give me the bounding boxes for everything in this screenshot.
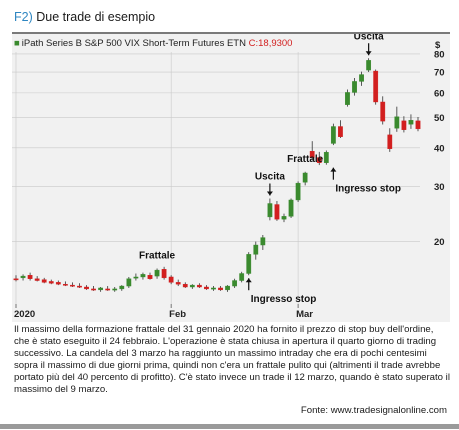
up-candle (359, 74, 364, 82)
annotation-label: Ingresso stop (251, 294, 317, 305)
down-candle (338, 126, 343, 137)
up-candle (189, 284, 195, 288)
annotation-label: Frattale (139, 250, 176, 261)
figure-title: Due trade di esempio (36, 10, 156, 24)
up-candle (154, 269, 160, 277)
x-tick-label: Mar (296, 309, 313, 320)
series-marker-icon: ■ (14, 38, 20, 49)
down-candle (48, 281, 54, 284)
up-candle (394, 116, 400, 129)
up-candle (140, 274, 146, 278)
down-candle (380, 101, 386, 122)
annotation-arrowhead (330, 167, 337, 172)
y-tick-label: 20 (434, 237, 445, 248)
up-candle (366, 60, 372, 71)
bottom-rule (0, 424, 459, 429)
series-label: ■ iPath Series B S&P 500 VIX Short-Term F… (14, 38, 292, 49)
figure-number: F2) (14, 10, 33, 24)
up-candle (211, 287, 216, 290)
down-candle (274, 204, 280, 220)
up-candle (239, 273, 245, 281)
down-candle (218, 287, 223, 291)
up-candle (352, 81, 357, 93)
annotation-label: Frattale (287, 154, 324, 165)
up-candle (260, 237, 266, 246)
x-tick-label: 2020 (14, 309, 35, 320)
down-candle (70, 284, 75, 287)
figure-header: F2) Due trade di esempio (14, 10, 155, 24)
down-candle (168, 276, 174, 283)
y-tick-label: 70 (434, 68, 445, 79)
series-name: iPath Series B S&P 500 VIX Short-Term Fu… (21, 38, 246, 49)
down-candle (373, 70, 379, 103)
up-candle (232, 280, 238, 287)
up-candle (330, 126, 336, 144)
up-candle (267, 203, 273, 218)
annotation-arrowhead (266, 191, 273, 196)
up-candle (288, 199, 294, 217)
close-value: C:18,9300 (248, 38, 293, 49)
down-candle (415, 120, 421, 130)
up-candle (246, 254, 252, 274)
down-candle (13, 278, 19, 281)
up-candle (133, 276, 139, 279)
annotation-arrowhead (245, 278, 252, 283)
down-candle (401, 120, 407, 130)
down-candle (77, 285, 82, 288)
source-credit: Fonte: www.tradesignalonline.com (300, 405, 447, 416)
up-candle (295, 182, 301, 201)
y-currency-label: $ (435, 40, 441, 51)
x-tick-label: Feb (169, 309, 186, 320)
up-candle (281, 216, 287, 220)
chart-frame: 80 70 60 50 40 30 20 $2020 Feb Mar Frattale Ingress… (12, 32, 450, 322)
down-candle (34, 278, 40, 281)
down-candle (196, 284, 202, 288)
y-tick-label: 30 (434, 182, 445, 193)
up-candle (126, 278, 132, 287)
down-candle (309, 150, 315, 158)
down-candle (387, 134, 393, 149)
down-candle (161, 269, 167, 279)
down-candle (84, 286, 89, 290)
up-candle (20, 275, 26, 279)
figure-caption: Il massimo della formazione frattale del… (14, 324, 450, 396)
candlestick-chart: 80 70 60 50 40 30 20 $2020 Feb Mar Frattale Ingress… (12, 34, 445, 320)
down-candle (55, 282, 61, 285)
annotation-label: Uscita (255, 171, 285, 182)
down-candle (204, 286, 209, 290)
y-tick-label: 80 (434, 49, 445, 60)
y-tick-label: 40 (434, 143, 445, 154)
down-candle (91, 288, 96, 291)
annotation-arrowhead (365, 51, 372, 56)
up-candle (408, 120, 414, 125)
up-candle (225, 285, 230, 291)
annotation-label: Ingresso stop (335, 184, 401, 195)
up-candle (112, 288, 118, 291)
down-candle (182, 283, 188, 288)
up-candle (345, 92, 350, 105)
down-candle (62, 283, 68, 286)
down-candle (41, 279, 47, 283)
down-candle (316, 157, 322, 163)
down-candle (175, 282, 181, 285)
y-tick-label: 50 (434, 113, 445, 124)
down-candle (105, 288, 111, 291)
up-candle (253, 244, 259, 255)
up-candle (119, 285, 125, 290)
y-tick-label: 60 (434, 88, 445, 99)
down-candle (147, 275, 153, 279)
annotation-label: Uscita (354, 34, 384, 42)
down-candle (27, 275, 33, 279)
up-candle (98, 287, 104, 291)
up-candle (302, 172, 308, 183)
up-candle (323, 152, 329, 163)
